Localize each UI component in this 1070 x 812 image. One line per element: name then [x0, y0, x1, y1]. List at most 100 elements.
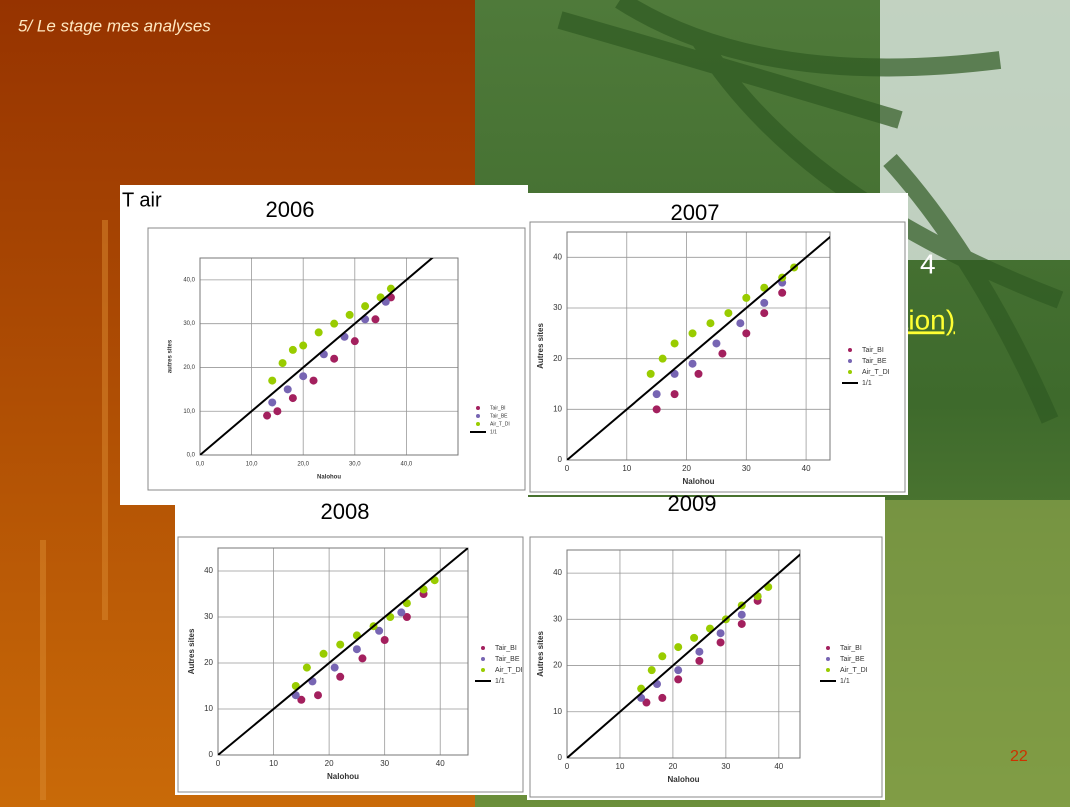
scatter-point — [303, 664, 311, 672]
scatter-point — [695, 370, 703, 378]
legend-swatch — [826, 646, 830, 650]
scatter-point — [289, 394, 297, 402]
scatter-point — [717, 638, 725, 646]
legend-label: Tair_BE — [840, 656, 865, 663]
scatter-point — [314, 691, 322, 699]
scatter-point — [263, 412, 271, 420]
legend-label: Air_T_DI — [840, 667, 868, 674]
scatter-point — [760, 299, 768, 307]
x-tick-label: 40 — [802, 464, 811, 473]
legend-swatch — [481, 668, 485, 672]
x-tick-label: 40 — [436, 759, 445, 768]
x-tick-label: 10 — [616, 762, 625, 771]
legend-swatch — [476, 414, 480, 418]
scatter-point — [717, 629, 725, 637]
x-tick-label: 40 — [774, 762, 783, 771]
scatter-point — [742, 294, 750, 302]
scatter-point — [724, 309, 732, 317]
legend-swatch — [826, 657, 830, 661]
scatter-point — [778, 289, 786, 297]
scatter-point — [674, 666, 682, 674]
legend-label: Tair_BE — [495, 656, 520, 663]
scatter-point — [351, 337, 359, 345]
y-axis-label: Autres sites — [187, 628, 196, 674]
y-tick-label: 30 — [553, 303, 562, 312]
scatter-point — [361, 302, 369, 310]
scatter-point — [315, 328, 323, 336]
scatter-point — [336, 641, 344, 649]
scatter-point — [658, 694, 666, 702]
y-tick-label: 0 — [209, 750, 214, 759]
legend-swatch — [481, 657, 485, 661]
legend-label: Tair_BI — [840, 645, 862, 652]
y-tick-label: 20 — [204, 658, 213, 667]
scatter-point — [736, 319, 744, 327]
legend-swatch — [826, 668, 830, 672]
scatter-point — [695, 657, 703, 665]
scatter-point — [647, 370, 655, 378]
decor-bar — [102, 220, 108, 620]
legend-swatch — [848, 359, 852, 363]
y-tick-label: 20 — [553, 354, 562, 363]
chart-frame — [530, 222, 905, 492]
chart-title: 2006 — [266, 197, 315, 222]
scatter-point — [310, 377, 318, 385]
x-axis-label: Nalohou — [327, 772, 359, 781]
scatter-point — [712, 339, 720, 347]
scatter-point — [371, 315, 379, 323]
x-tick-label: 0 — [565, 464, 570, 473]
scatter-point — [289, 346, 297, 354]
legend-label: Air_T_DI — [490, 421, 510, 427]
scatter-point — [690, 634, 698, 642]
y-tick-label: 20 — [553, 661, 562, 670]
scatter-point — [268, 377, 276, 385]
scatter-point — [336, 673, 344, 681]
x-axis-label: Nalohou — [668, 775, 700, 784]
page-number: 22 — [1010, 748, 1028, 765]
scatter-point — [738, 611, 746, 619]
legend-swatch — [481, 646, 485, 650]
scatter-point — [718, 350, 726, 358]
x-tick-label: 10,0 — [246, 462, 258, 468]
y-tick-label: 0,0 — [187, 453, 196, 459]
x-tick-label: 30 — [380, 759, 389, 768]
x-tick-label: 20,0 — [297, 462, 309, 468]
scatter-point — [299, 342, 307, 350]
y-tick-label: 0 — [558, 753, 563, 762]
x-axis-label: Nalohou — [683, 477, 715, 486]
x-tick-label: 20 — [668, 762, 677, 771]
x-tick-label: 40,0 — [401, 462, 413, 468]
scatter-point — [706, 319, 714, 327]
slide-heading: 5/ Le stage mes analyses — [18, 16, 211, 35]
legend-label: Tair_BI — [862, 347, 884, 354]
legend-label: Air_T_DI — [862, 369, 890, 376]
y-tick-label: 40,0 — [183, 277, 195, 283]
scatter-point — [284, 385, 292, 393]
legend-label: 1/1 — [840, 678, 850, 685]
y-tick-label: 40 — [204, 566, 213, 575]
chart-title: 2007 — [671, 200, 720, 225]
scatter-point — [358, 654, 366, 662]
scatter-point — [397, 608, 405, 616]
scatter-point — [279, 359, 287, 367]
scatter-point — [346, 311, 354, 319]
chart-title: 2008 — [321, 499, 370, 524]
legend-swatch — [476, 422, 480, 426]
x-tick-label: 10 — [269, 759, 278, 768]
scatter-point — [330, 355, 338, 363]
y-tick-label: 30,0 — [183, 321, 195, 327]
y-tick-label: 10 — [204, 704, 213, 713]
x-tick-label: 30 — [721, 762, 730, 771]
slide: 5/ Le stage mes analyses 4 ation) 22 200… — [0, 0, 1070, 807]
x-tick-label: 0,0 — [196, 462, 205, 468]
y-tick-label: 10,0 — [183, 409, 195, 415]
y-tick-label: 40 — [553, 568, 562, 577]
scatter-point — [653, 405, 661, 413]
scatter-point — [331, 664, 339, 672]
legend-label: Tair_BE — [490, 413, 508, 419]
scatter-point — [658, 652, 666, 660]
